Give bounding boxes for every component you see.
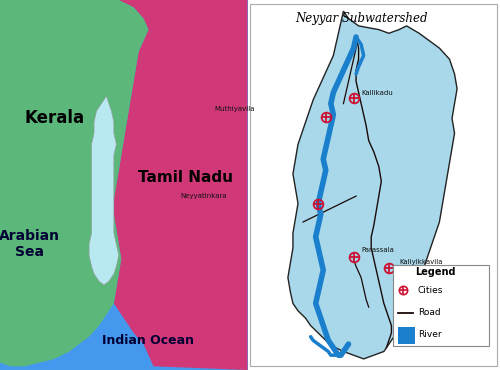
Text: Arabian
Sea: Arabian Sea — [0, 229, 60, 259]
Polygon shape — [288, 11, 457, 359]
Text: Parassala: Parassala — [361, 248, 394, 253]
Text: Muthiyavila: Muthiyavila — [214, 106, 255, 112]
Text: Legend: Legend — [416, 267, 456, 277]
Text: Kaliyikkavila: Kaliyikkavila — [399, 259, 442, 265]
Text: Neyyar Subwatershed: Neyyar Subwatershed — [295, 12, 428, 25]
Text: Tamil Nadu: Tamil Nadu — [138, 170, 233, 185]
Text: Indian Ocean: Indian Ocean — [102, 334, 194, 347]
Text: Kallikadu: Kallikadu — [361, 90, 393, 96]
Text: Neyyatinkara: Neyyatinkara — [180, 193, 228, 199]
FancyBboxPatch shape — [398, 327, 415, 344]
Text: Kerala: Kerala — [24, 110, 84, 127]
Polygon shape — [114, 0, 248, 370]
Polygon shape — [0, 0, 148, 366]
FancyBboxPatch shape — [392, 265, 488, 346]
Polygon shape — [89, 96, 119, 285]
Polygon shape — [0, 0, 248, 370]
Text: Road: Road — [418, 308, 440, 317]
Text: River: River — [418, 330, 442, 339]
Polygon shape — [250, 4, 498, 366]
Text: Cities: Cities — [418, 286, 444, 295]
